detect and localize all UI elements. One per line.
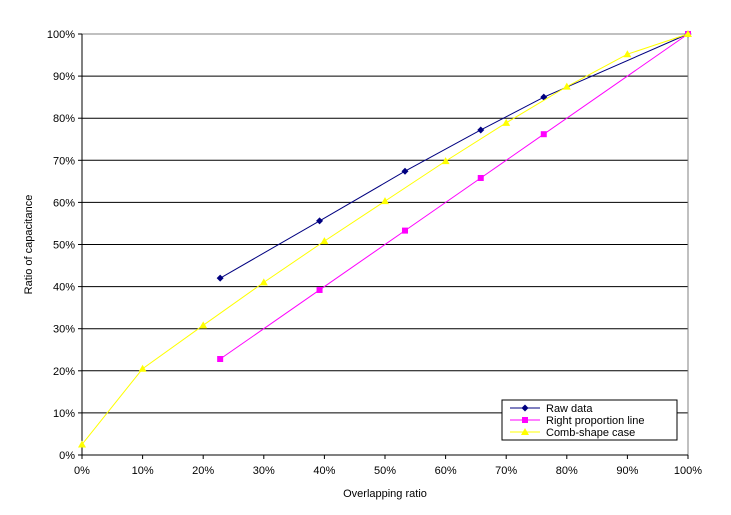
- y-tick-label: 70%: [53, 155, 75, 167]
- data-point: [401, 227, 408, 234]
- x-tick-label: 10%: [132, 465, 154, 477]
- x-tick-label: 90%: [616, 465, 638, 477]
- legend-label: Raw data: [546, 403, 593, 415]
- data-point: [502, 118, 511, 126]
- y-tick-label: 80%: [53, 113, 75, 125]
- x-tick-label: 70%: [495, 465, 517, 477]
- data-point: [217, 356, 224, 363]
- data-point: [381, 197, 389, 205]
- x-tick-label: 0%: [74, 465, 90, 477]
- legend-label: Comb-shape case: [546, 427, 635, 439]
- x-tick-label: 100%: [674, 465, 702, 477]
- y-axis: 0% 10% 20% 30% 40% 50% 60% 70% 80% 90% 100%: [47, 29, 83, 462]
- data-point: [216, 274, 224, 282]
- x-tick-label: 30%: [253, 465, 275, 477]
- y-tick-label: 90%: [53, 71, 75, 83]
- x-tick-label: 80%: [556, 465, 578, 477]
- series-line: [81, 33, 689, 445]
- data-point: [401, 167, 409, 175]
- x-tick-label: 50%: [374, 465, 396, 477]
- legend-marker: [521, 428, 529, 435]
- y-tick-label: 0%: [59, 450, 75, 462]
- data-point: [138, 364, 147, 372]
- data-point: [562, 82, 571, 90]
- x-tick-label: 40%: [313, 465, 335, 477]
- y-tick-label: 40%: [53, 282, 75, 294]
- series-2: [78, 30, 692, 448]
- data-point: [684, 30, 692, 37]
- y-tick-label: 100%: [47, 29, 75, 41]
- x-axis: 0% 10% 20% 30% 40% 50% 60% 70% 80% 90% 100%: [74, 454, 702, 477]
- y-tick-label: 10%: [53, 408, 75, 420]
- data-point: [623, 50, 632, 58]
- series-1: [217, 31, 691, 363]
- data-point: [316, 217, 324, 225]
- data-point: [78, 440, 86, 448]
- x-tick-label: 60%: [435, 465, 457, 477]
- y-tick-label: 60%: [53, 197, 75, 209]
- data-point: [199, 321, 208, 329]
- legend-label: Right proportion line: [546, 415, 644, 427]
- data-point: [477, 174, 484, 181]
- series-line: [219, 33, 689, 360]
- data-point: [259, 278, 268, 286]
- x-axis-title: Overlapping ratio: [343, 488, 427, 500]
- data-point: [316, 286, 323, 293]
- data-point: [477, 126, 485, 134]
- y-axis-title: Ratio of capacitance: [23, 195, 35, 295]
- y-tick-label: 20%: [53, 366, 75, 378]
- data-point: [320, 237, 329, 245]
- y-tick-label: 50%: [53, 240, 75, 252]
- data-point: [441, 157, 450, 165]
- legend-marker: [522, 417, 528, 423]
- data-point: [540, 131, 547, 138]
- y-tick-label: 30%: [53, 324, 75, 336]
- data-point: [540, 93, 548, 101]
- x-tick-label: 20%: [192, 465, 214, 477]
- legend-marker: [521, 404, 529, 412]
- series-layer: [78, 30, 692, 448]
